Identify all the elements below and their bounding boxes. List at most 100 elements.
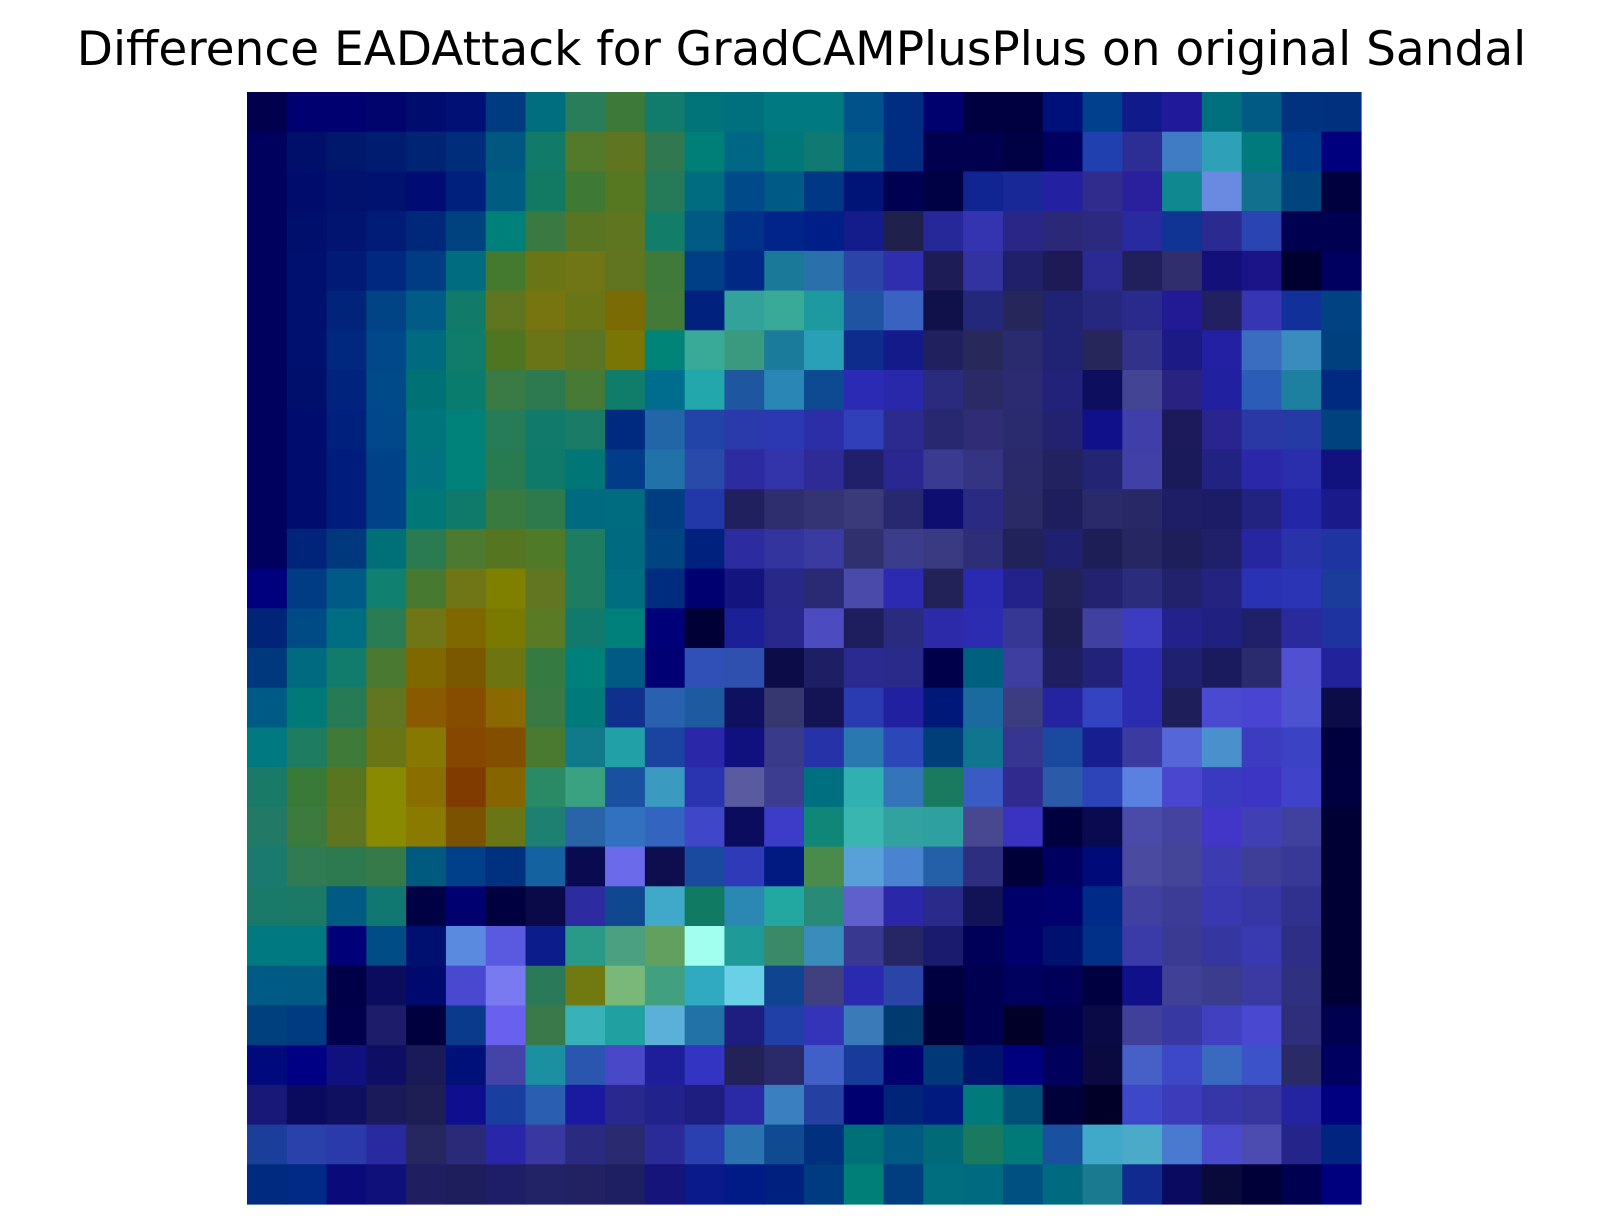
heatmap-cell-r15-c19 [1002, 687, 1044, 729]
heatmap-cell-r4-c20 [1042, 250, 1084, 292]
heatmap-cell-r10-c11 [684, 489, 726, 530]
heatmap-cell-r2-c22 [1122, 171, 1163, 212]
heatmap-cell-r17-c26 [1281, 767, 1322, 808]
heatmap-cell-r14-c12 [724, 648, 765, 689]
heatmap-cell-r26-c3 [366, 1124, 407, 1165]
heatmap-cell-r16-c9 [605, 727, 646, 768]
heatmap-cell-r26-c26 [1281, 1124, 1322, 1165]
heatmap-cell-r19-c10 [644, 846, 686, 887]
heatmap-cell-r6-c5 [445, 330, 487, 371]
heatmap-cell-r1-c23 [1162, 131, 1203, 173]
heatmap-cell-r3-c19 [1002, 211, 1044, 252]
heatmap-cell-r12-c5 [445, 568, 487, 609]
heatmap-cell-r15-c7 [525, 687, 566, 729]
heatmap-cell-r13-c17 [923, 608, 964, 649]
heatmap-cell-r19-c21 [1082, 846, 1123, 887]
heatmap-cell-r12-c22 [1122, 568, 1163, 609]
heatmap-cell-r13-c16 [883, 608, 924, 649]
heatmap-cell-r12-c0 [247, 568, 288, 609]
heatmap-cell-r17-c6 [485, 767, 527, 808]
heatmap-cell-r1-c17 [923, 131, 964, 173]
heatmap-cell-r11-c18 [963, 528, 1004, 570]
heatmap-cell-r4-c18 [963, 250, 1004, 292]
heatmap-cell-r8-c17 [923, 409, 964, 451]
heatmap-cell-r6-c7 [525, 330, 566, 371]
heatmap-cell-r24-c13 [764, 1045, 805, 1086]
heatmap-cell-r20-c8 [565, 886, 606, 927]
heatmap-cell-r3-c2 [326, 211, 367, 252]
heatmap-cell-r2-c7 [525, 171, 566, 212]
heatmap-cell-r24-c3 [366, 1045, 407, 1086]
heatmap-cell-r21-c27 [1321, 926, 1362, 967]
heatmap-cell-r4-c25 [1241, 250, 1283, 292]
heatmap-cell-r24-c0 [247, 1045, 288, 1086]
heatmap-cell-r2-c1 [286, 171, 328, 212]
heatmap-cell-r20-c9 [605, 886, 646, 927]
heatmap-cell-r2-c5 [445, 171, 487, 212]
heatmap-cell-r15-c26 [1281, 687, 1322, 729]
heatmap-cell-r2-c4 [406, 171, 447, 212]
heatmap-cell-r26-c13 [764, 1124, 805, 1165]
heatmap-cell-r20-c2 [326, 886, 367, 927]
heatmap-cell-r14-c7 [525, 648, 566, 689]
heatmap-cell-r16-c12 [724, 727, 765, 768]
heatmap-cell-r18-c6 [485, 806, 527, 848]
heatmap-cell-r3-c13 [764, 211, 805, 252]
heatmap-cell-r2-c24 [1201, 171, 1243, 212]
heatmap-cell-r24-c9 [605, 1045, 646, 1086]
heatmap-cell-r19-c0 [247, 846, 288, 887]
heatmap-cell-r5-c3 [366, 290, 407, 331]
heatmap-cell-r3-c22 [1122, 211, 1163, 252]
heatmap-cell-r19-c2 [326, 846, 367, 887]
heatmap-cell-r23-c9 [605, 1005, 646, 1046]
heatmap-cell-r13-c8 [565, 608, 606, 649]
heatmap-cell-r27-c15 [843, 1164, 885, 1205]
heatmap-cell-r20-c12 [724, 886, 765, 927]
heatmap-cell-r17-c12 [724, 767, 765, 808]
heatmap-cell-r17-c14 [804, 767, 845, 808]
heatmap-cell-r0-c19 [1002, 92, 1044, 133]
heatmap-cell-r13-c3 [366, 608, 407, 649]
heatmap-cell-r0-c17 [923, 92, 964, 133]
heatmap-cell-r18-c9 [605, 806, 646, 848]
heatmap-cell-r19-c8 [565, 846, 606, 887]
heatmap-cell-r9-c10 [644, 449, 686, 490]
heatmap-cell-r1-c16 [883, 131, 924, 173]
heatmap-cell-r6-c26 [1281, 330, 1322, 371]
heatmap-cell-r27-c16 [883, 1164, 924, 1205]
heatmap-cell-r9-c16 [883, 449, 924, 490]
heatmap-cell-r2-c17 [923, 171, 964, 212]
heatmap-cell-r10-c21 [1082, 489, 1123, 530]
heatmap-cell-r2-c8 [565, 171, 606, 212]
heatmap-cell-r26-c24 [1201, 1124, 1243, 1165]
heatmap-cell-r9-c5 [445, 449, 487, 490]
heatmap-cell-r13-c22 [1122, 608, 1163, 649]
heatmap-cell-r7-c10 [644, 370, 686, 411]
heatmap-cell-r14-c19 [1002, 648, 1044, 689]
heatmap-cell-r27-c11 [684, 1164, 726, 1205]
heatmap-cell-r8-c27 [1321, 409, 1362, 451]
heatmap-cell-r10-c19 [1002, 489, 1044, 530]
heatmap-cell-r5-c7 [525, 290, 566, 331]
heatmap-cell-r13-c13 [764, 608, 805, 649]
heatmap-cell-r21-c1 [286, 926, 328, 967]
heatmap-cell-r8-c13 [764, 409, 805, 451]
heatmap-cell-r2-c21 [1082, 171, 1123, 212]
heatmap-cell-r10-c4 [406, 489, 447, 530]
heatmap-cell-r4-c0 [247, 250, 288, 292]
heatmap-cell-r12-c4 [406, 568, 447, 609]
heatmap-cell-r1-c24 [1201, 131, 1243, 173]
heatmap-cell-r16-c19 [1002, 727, 1044, 768]
heatmap-cell-r21-c26 [1281, 926, 1322, 967]
heatmap-cell-r22-c5 [445, 965, 487, 1007]
heatmap-cell-r16-c20 [1042, 727, 1084, 768]
heatmap-cell-r4-c16 [883, 250, 924, 292]
heatmap-cell-r6-c17 [923, 330, 964, 371]
heatmap-cell-r22-c7 [525, 965, 566, 1007]
heatmap-cell-r13-c12 [724, 608, 765, 649]
heatmap-cell-r17-c9 [605, 767, 646, 808]
heatmap-cell-r10-c20 [1042, 489, 1084, 530]
heatmap-cell-r18-c4 [406, 806, 447, 848]
heatmap-cell-r0-c27 [1321, 92, 1362, 133]
heatmap-cell-r3-c11 [684, 211, 726, 252]
